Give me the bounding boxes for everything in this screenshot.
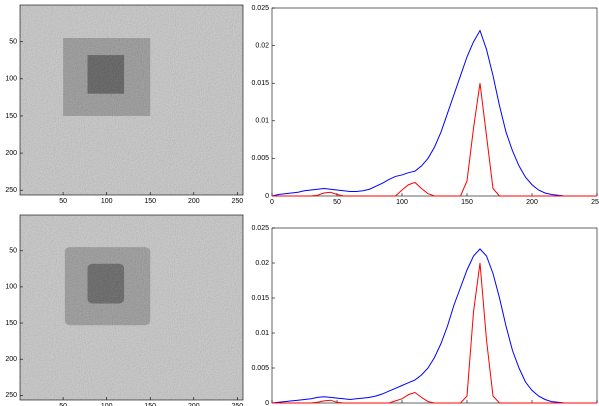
axes-box [271,227,598,404]
x-tick-label: 50 [59,403,67,406]
y-tick-label: 0.02 [255,42,269,49]
y-tick-label: 0.005 [251,155,269,162]
y-tick-label: 0.01 [255,330,269,337]
y-tick-label: 200 [5,150,17,157]
data-line [271,248,597,404]
y-tick-label: 0.005 [251,365,269,372]
x-tick-label: 150 [144,403,156,406]
axes-box [19,214,244,401]
x-tick-label: 250 [231,403,243,406]
y-tick-label: 250 [5,187,17,194]
data-line [272,262,597,404]
x-tick-label: 50 [59,198,67,205]
image-1 [20,215,243,400]
y-tick-label: 0.02 [255,260,269,267]
data-line [271,29,597,197]
y-tick-label: 250 [5,392,17,399]
y-tick-label: 0.01 [255,118,269,125]
x-tick-label: 200 [188,198,200,205]
y-tick-label: 0.025 [251,5,269,12]
y-tick-label: 0.025 [251,225,269,232]
x-tick-label: 250 [591,199,599,206]
y-tick-label: 0.015 [251,80,269,87]
data-line [272,83,597,197]
y-tick-label: 0 [265,193,269,200]
y-tick-label: 100 [5,76,17,83]
x-tick-label: 100 [396,199,408,206]
y-tick-label: 150 [5,113,17,120]
x-tick-label: 200 [188,403,200,406]
x-tick-label: 250 [231,198,243,205]
x-tick-label: 0 [270,199,274,206]
y-tick-label: 150 [5,320,17,327]
x-tick-label: 100 [101,198,113,205]
y-tick-label: 50 [9,248,17,255]
x-tick-label: 200 [526,199,538,206]
y-tick-label: 50 [9,39,17,46]
y-tick-label: 0 [265,400,269,406]
y-tick-label: 0.015 [251,295,269,302]
x-tick-label: 150 [461,199,473,206]
x-tick-label: 150 [144,198,156,205]
axes-box [19,4,244,196]
x-tick-label: 50 [333,199,341,206]
y-tick-label: 100 [5,284,17,291]
image-0 [20,5,243,195]
y-tick-label: 200 [5,356,17,363]
x-tick-label: 100 [101,403,113,406]
axes-box [271,7,598,197]
